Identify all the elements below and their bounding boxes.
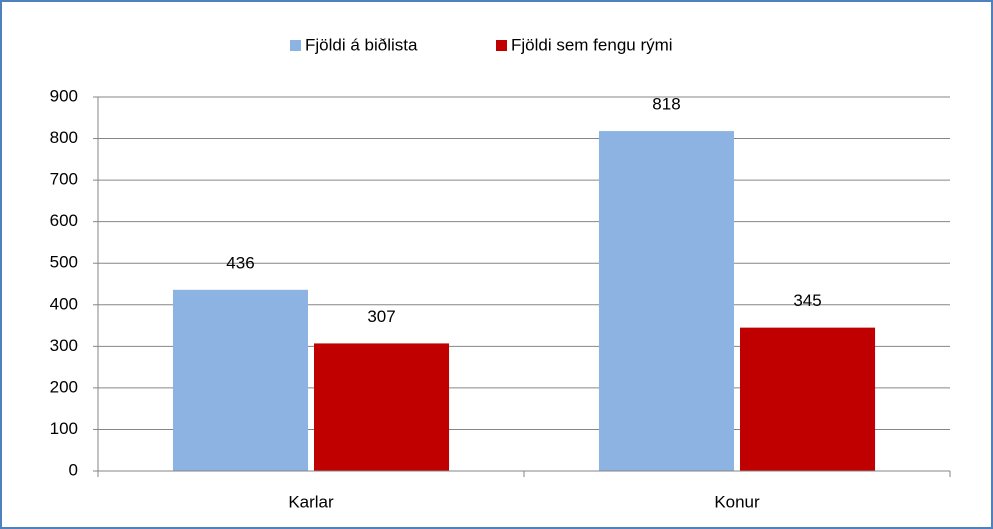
x-tick-label: Karlar [288, 492, 334, 511]
bar [314, 343, 450, 471]
data-label: 436 [226, 253, 254, 272]
y-tick-label: 300 [50, 336, 78, 355]
y-tick-label: 900 [50, 86, 78, 105]
bar [598, 131, 734, 471]
y-tick-label: 200 [50, 377, 78, 396]
bar [740, 327, 876, 471]
data-label: 818 [652, 95, 680, 114]
y-tick-label: 700 [50, 170, 78, 189]
data-label: 345 [793, 291, 821, 310]
legend-swatch [496, 40, 507, 51]
legend-label: Fjöldi sem fengu rými [511, 35, 673, 54]
y-tick-label: 400 [50, 294, 78, 313]
legend-swatch [290, 40, 301, 51]
bar [172, 289, 308, 471]
legend-label: Fjöldi á biðlista [305, 35, 418, 54]
y-tick-label: 0 [69, 460, 78, 479]
y-tick-label: 800 [50, 128, 78, 147]
y-tick-label: 100 [50, 419, 78, 438]
y-tick-label: 500 [50, 253, 78, 272]
y-tick-label: 600 [50, 211, 78, 230]
x-tick-label: Konur [714, 492, 760, 511]
data-label: 307 [367, 307, 395, 326]
